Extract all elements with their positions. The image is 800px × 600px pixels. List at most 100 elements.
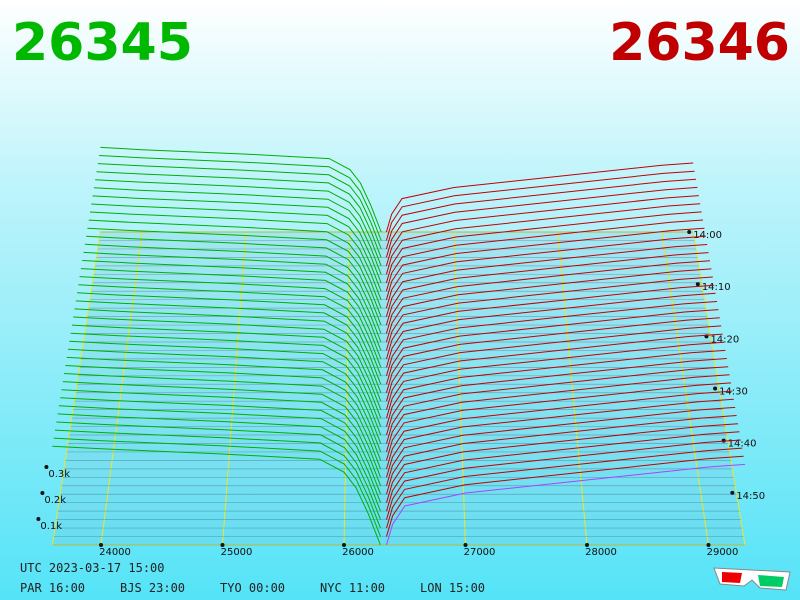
depth-curve: [386, 358, 727, 436]
depth-curve: [386, 423, 739, 503]
depth-curve: [99, 155, 382, 241]
depth-curve: [385, 162, 694, 233]
x-tick-label: 27000: [464, 547, 496, 558]
grid-line: [100, 231, 143, 546]
depth-curve: [386, 284, 715, 360]
x-tick-label: 24000: [99, 547, 131, 558]
x-tick: [220, 543, 225, 547]
depth-curve: [58, 405, 382, 503]
depth-curve: [385, 260, 711, 334]
depth-curve: [385, 235, 706, 309]
x-tick: [706, 543, 711, 547]
time-tick-label: 14:10: [702, 282, 731, 293]
zone-time: LON 15:00: [420, 581, 485, 595]
time-tick-label: 14:30: [719, 387, 748, 398]
depth-curve: [71, 324, 382, 419]
zone-time: BJS 23:00: [120, 581, 185, 595]
depth-curve: [76, 292, 382, 385]
depth-curve: [83, 251, 382, 343]
glasses-icon[interactable]: [713, 567, 791, 591]
grid-line: [557, 231, 588, 546]
grid-line: [661, 231, 709, 546]
depth-curve: [385, 170, 695, 241]
depth-lines: [52, 146, 746, 546]
depth-curve: [92, 195, 382, 283]
time-tick: [695, 282, 700, 287]
time-tick: [730, 490, 735, 495]
x-tick-label: 29000: [707, 547, 739, 558]
depth-curve: [80, 268, 382, 360]
depth-curve: [62, 381, 382, 478]
depth-curve: [386, 341, 725, 419]
depth-curve: [386, 325, 722, 402]
depth-curve: [69, 340, 382, 436]
depth-curve: [65, 365, 382, 461]
depth-curve: [385, 178, 697, 250]
depth-curve: [89, 211, 382, 300]
depth-curve: [57, 413, 381, 512]
depth-curve: [82, 260, 382, 351]
depth-curve: [385, 244, 708, 317]
depth-curve: [52, 445, 381, 546]
depth-curve: [70, 332, 382, 427]
x-tick-label: 26000: [342, 547, 374, 558]
depth-curve: [386, 431, 740, 512]
z-tick-label: 0.2k: [44, 495, 66, 506]
x-tick-label: 25000: [221, 547, 253, 558]
depth-curve: [95, 179, 382, 266]
x-tick-label: 28000: [585, 547, 617, 558]
utc-time: UTC 2023-03-17 15:00: [20, 561, 165, 575]
depth-curve: [385, 211, 702, 283]
depth-curve: [78, 284, 382, 376]
depth-curve: [96, 171, 382, 258]
depth-curve: [386, 317, 720, 393]
time-tick: [687, 230, 692, 234]
depth-curve: [67, 348, 382, 444]
depth-curve: [97, 163, 382, 250]
time-tick-label: 14:50: [736, 491, 765, 502]
depth-curve: [66, 356, 382, 453]
depth-curve: [386, 374, 730, 453]
depth-curve: [64, 373, 382, 470]
depth-curve: [91, 203, 382, 292]
grid-line: [453, 231, 466, 546]
depth-curve: [385, 195, 699, 266]
depth-curve: [386, 406, 736, 486]
x-tick: [342, 543, 346, 547]
depth-curve: [386, 390, 733, 470]
depth-curve: [386, 333, 723, 410]
depth-curve: [386, 349, 726, 427]
z-tick: [36, 517, 41, 521]
depth-curve: [386, 463, 746, 546]
depth-curve: [386, 415, 737, 495]
depth-curve: [386, 439, 741, 520]
depth-curve: [75, 300, 382, 393]
zone-time: TYO 00:00: [220, 581, 285, 595]
time-tick: [713, 386, 718, 391]
depth-curve: [53, 437, 381, 537]
time-tick-label: 14:40: [728, 439, 757, 450]
z-tick: [40, 491, 45, 495]
depth-curve: [386, 398, 734, 478]
zone-time: NYC 11:00: [320, 581, 385, 595]
depth-curve: [385, 252, 709, 326]
depth-curve: [61, 389, 382, 486]
depth-curve: [73, 316, 382, 410]
floor: 24000 25000 26000 27000 28000 29000: [51, 231, 746, 558]
bid-price: 26345: [12, 13, 193, 73]
depth-curve: [386, 455, 744, 537]
x-tick: [99, 543, 103, 547]
depth-curve: [87, 227, 382, 317]
z-tick: [44, 465, 49, 469]
depth-curve: [386, 301, 718, 376]
x-tick: [463, 543, 468, 547]
depth-curve: [386, 292, 716, 368]
grid-line: [343, 231, 351, 546]
depth-curve: [74, 308, 382, 402]
depth-curve: [79, 276, 382, 368]
zone-time: PAR 16:00: [20, 581, 85, 595]
depth-curve: [386, 309, 719, 385]
depth-curve: [93, 187, 382, 275]
ask-price: 26346: [609, 13, 790, 73]
depth-curve: [54, 429, 381, 529]
